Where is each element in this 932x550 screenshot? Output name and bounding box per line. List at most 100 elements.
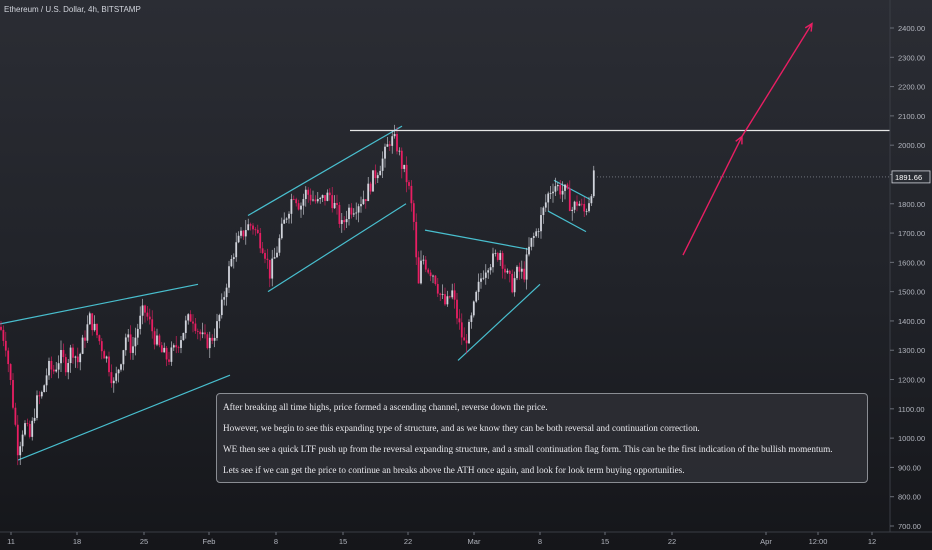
trendline	[247, 125, 403, 217]
candle-body	[88, 313, 91, 325]
candle-body	[391, 136, 394, 146]
candle-body	[410, 185, 413, 204]
candle-body	[280, 223, 283, 239]
time-tick-label: 12	[868, 537, 876, 546]
last-price-label: 1891.66	[895, 173, 922, 182]
candle-body	[403, 164, 406, 169]
candle-body	[141, 305, 144, 316]
candle-body	[415, 221, 418, 258]
price-axis[interactable]: 2400.002300.002200.002100.002000.001900.…	[594, 0, 931, 532]
candle-body	[384, 146, 386, 159]
candle-body	[518, 266, 521, 272]
candle-body	[588, 203, 590, 212]
annotation-textbox[interactable]: After breaking all time highs, price for…	[216, 393, 868, 483]
candle-body	[33, 417, 36, 421]
candle-body	[336, 202, 338, 206]
candle-body	[84, 337, 86, 341]
candle-body	[492, 253, 494, 268]
candle-body	[523, 268, 526, 280]
trendlines-layer	[0, 125, 591, 461]
candle-body	[230, 259, 233, 267]
candle-body	[129, 334, 132, 353]
candle-body	[343, 220, 346, 223]
candle-body	[369, 183, 372, 192]
candle-body	[26, 423, 29, 424]
candle-body	[153, 331, 156, 345]
candle-body	[110, 372, 113, 384]
trendline	[17, 374, 231, 461]
price-tick-label: 1700.00	[898, 229, 925, 238]
candle-body	[501, 253, 504, 269]
candle-body	[146, 312, 149, 317]
candle-body	[67, 363, 70, 373]
candle-body	[144, 305, 146, 313]
candle-body	[232, 257, 235, 260]
candle-body	[480, 278, 482, 282]
candle-body	[91, 313, 94, 331]
candle-body	[408, 182, 410, 186]
candle-body	[256, 229, 259, 234]
candle-body	[98, 335, 101, 342]
candle-body	[156, 335, 158, 345]
last-price-badge	[891, 170, 931, 184]
candle-body	[420, 260, 422, 284]
candle-body	[100, 341, 103, 352]
candle-body	[345, 219, 348, 223]
candle-body	[247, 224, 250, 231]
price-tick-label: 1200.00	[898, 376, 925, 385]
candle-body	[16, 424, 19, 456]
candle-body	[271, 258, 274, 279]
trendline	[267, 203, 407, 293]
candle-body	[547, 193, 550, 203]
candle-body	[592, 170, 595, 197]
candle-body	[439, 293, 442, 295]
candle-body	[208, 337, 211, 349]
projection-arrow-line	[741, 23, 813, 137]
time-axis[interactable]: 11 18 25 Feb 8 15 22 Mar 8 15 22 Apr 12:00 12	[0, 531, 932, 546]
candle-body	[81, 337, 84, 354]
candle-body	[62, 350, 65, 358]
candle-body	[60, 350, 62, 364]
time-tick-label: 11	[7, 537, 15, 546]
candle-body	[561, 190, 564, 195]
candle-body	[127, 334, 130, 338]
candle-body	[424, 259, 427, 270]
candle-body	[412, 203, 415, 222]
candle-body	[28, 423, 31, 437]
candle-body	[364, 199, 367, 202]
candle-body	[309, 194, 312, 201]
candle-body	[50, 360, 53, 370]
candle-body	[367, 183, 370, 202]
candle-body	[160, 345, 163, 353]
candle-body	[237, 235, 240, 243]
candle-body	[148, 316, 151, 320]
candle-body	[72, 347, 74, 358]
candle-body	[297, 203, 300, 210]
symbol-title: Ethereum / U.S. Dollar, 4h, BITSTAMP	[4, 5, 141, 14]
candle-body	[535, 231, 538, 237]
price-tick-label: 1600.00	[898, 258, 925, 267]
candle-body	[396, 134, 398, 152]
candle-body	[124, 337, 127, 351]
candle-body	[180, 340, 182, 348]
candle-body	[576, 201, 578, 206]
price-tick-label: 800.00	[898, 493, 921, 502]
candle-body	[528, 246, 530, 255]
candle-body	[2, 329, 5, 341]
note-line-4: Lets see if we can get the price to cont…	[223, 465, 685, 475]
candle-body	[372, 170, 374, 192]
candle-body	[273, 257, 276, 259]
candle-body	[583, 203, 586, 212]
candle-body	[295, 199, 298, 204]
candle-body	[552, 191, 554, 194]
candle-body	[487, 270, 490, 273]
candle-body	[268, 259, 271, 279]
candle-body	[14, 407, 17, 425]
candle-body	[388, 144, 391, 146]
candle-body	[132, 346, 134, 353]
candle-body	[136, 328, 139, 338]
candle-body	[494, 253, 497, 254]
price-tick-label: 2300.00	[898, 53, 925, 62]
candle-body	[57, 363, 60, 370]
